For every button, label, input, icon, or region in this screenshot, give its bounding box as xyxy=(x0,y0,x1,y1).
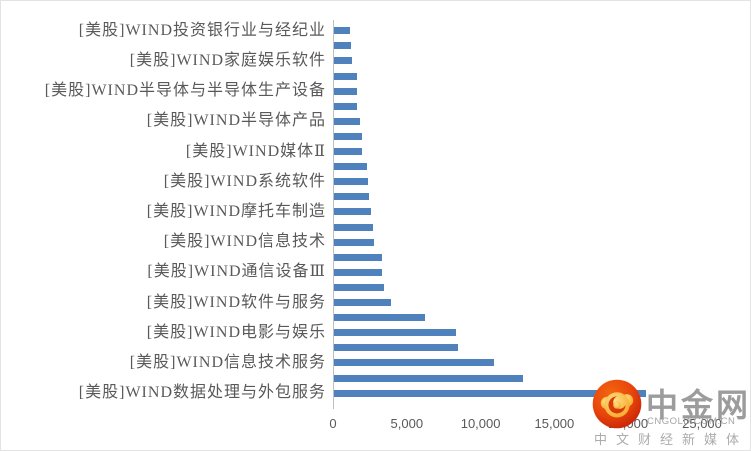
category-axis: [美股]WIND投资银行业与经纪业 [美股]WIND家庭娱乐软件 [美股]WIND半… xyxy=(0,0,326,409)
category-label: [美股]WIND媒体Ⅱ xyxy=(185,142,326,160)
category-label: [美股]WIND系统软件 xyxy=(163,172,326,190)
bar xyxy=(334,57,352,65)
bar xyxy=(334,148,363,155)
x-tick-label: 10,000 xyxy=(460,416,501,431)
category-label: [美股]WIND投资银行业与经纪业 xyxy=(78,21,326,39)
x-tick-label: 25,000 xyxy=(682,416,722,431)
bar xyxy=(334,27,351,35)
bar xyxy=(334,193,369,201)
bar xyxy=(334,42,351,50)
category-label: [美股]WIND软件与服务 xyxy=(146,293,326,311)
bar xyxy=(334,87,357,95)
category-label: [美股]WIND信息技术 xyxy=(163,233,326,251)
bar xyxy=(334,117,360,125)
category-label: [美股]WIND数据处理与外包服务 xyxy=(78,384,326,402)
bar xyxy=(334,72,357,80)
bar xyxy=(334,268,382,276)
bar xyxy=(334,163,367,171)
bar xyxy=(334,102,358,110)
bar xyxy=(334,389,647,397)
category-label: [美股]WIND家庭娱乐软件 xyxy=(129,51,326,69)
category-label: [美股]WIND半导体产品 xyxy=(146,112,326,130)
x-tick-label: 0 xyxy=(329,416,337,431)
bar xyxy=(334,178,368,186)
bar xyxy=(334,208,371,216)
category-label: [美股]WIND摩托车制造 xyxy=(146,202,326,220)
bar xyxy=(334,132,362,140)
bar xyxy=(334,238,374,246)
bar xyxy=(334,223,373,231)
bar xyxy=(334,283,384,291)
x-tick-label: 15,000 xyxy=(534,416,575,431)
plot-area xyxy=(333,20,707,409)
x-axis: 0 5,000 10,000 15,000 20,000 25,000 xyxy=(329,416,722,434)
bar xyxy=(334,359,495,367)
bar xyxy=(334,314,426,322)
bar xyxy=(334,344,458,352)
category-label: [美股]WIND半导体与半导体生产设备 xyxy=(44,82,326,100)
bar xyxy=(334,374,523,382)
bar xyxy=(334,329,456,337)
x-tick-label: 20,000 xyxy=(608,416,649,431)
category-label: [美股]WIND电影与娱乐 xyxy=(146,323,326,341)
category-label: [美股]WIND通信设备Ⅲ xyxy=(147,263,326,281)
category-label: [美股]WIND信息技术服务 xyxy=(129,353,326,371)
bar xyxy=(334,299,391,306)
bar xyxy=(334,253,382,261)
x-tick-label: 5,000 xyxy=(390,416,424,431)
